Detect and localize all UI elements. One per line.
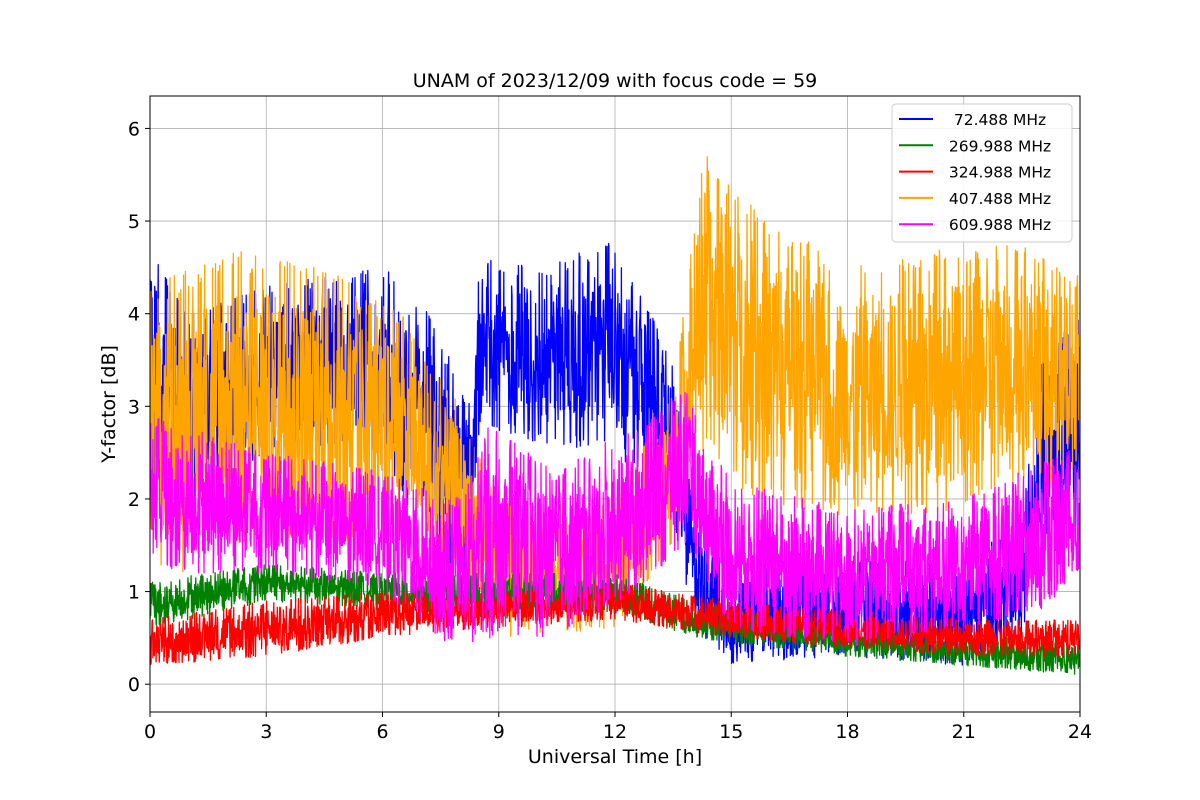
legend-label-2: 324.988 MHz — [944, 164, 1051, 182]
x-tick-label: 9 — [493, 721, 505, 743]
legend-label-4: 609.988 MHz — [944, 216, 1051, 234]
legend-label-0: 72.488 MHz — [944, 111, 1046, 129]
y-tick-label: 3 — [128, 396, 140, 418]
y-tick-label: 6 — [128, 118, 140, 140]
legend-box — [891, 103, 1073, 243]
legend: 72.488 MHz 269.988 MHz 324.988 MHz 407.4… — [891, 103, 1073, 243]
x-axis-label: Universal Time [h] — [528, 746, 702, 768]
x-tick-label: 15 — [719, 721, 743, 743]
x-tick-label: 6 — [376, 721, 388, 743]
x-tick-label: 0 — [144, 721, 156, 743]
series-layer — [150, 156, 1080, 675]
x-tick-label: 12 — [603, 721, 627, 743]
y-tick-label: 4 — [128, 304, 140, 326]
x-tick-label: 18 — [835, 721, 859, 743]
x-tick-label: 24 — [1068, 721, 1092, 743]
series-line-4 — [150, 391, 1080, 647]
x-tick-label: 21 — [952, 721, 976, 743]
legend-label-1: 269.988 MHz — [944, 137, 1051, 155]
y-tick-label: 2 — [128, 489, 140, 511]
y-axis-label: Y-factor [dB] — [98, 345, 120, 464]
y-tick-label: 0 — [128, 674, 140, 696]
y-tick-label: 1 — [128, 582, 140, 604]
x-tick-label: 3 — [260, 721, 272, 743]
chart-title: UNAM of 2023/12/09 with focus code = 59 — [413, 70, 818, 92]
legend-label-3: 407.488 MHz — [944, 190, 1051, 208]
y-tick-label: 5 — [128, 211, 140, 233]
